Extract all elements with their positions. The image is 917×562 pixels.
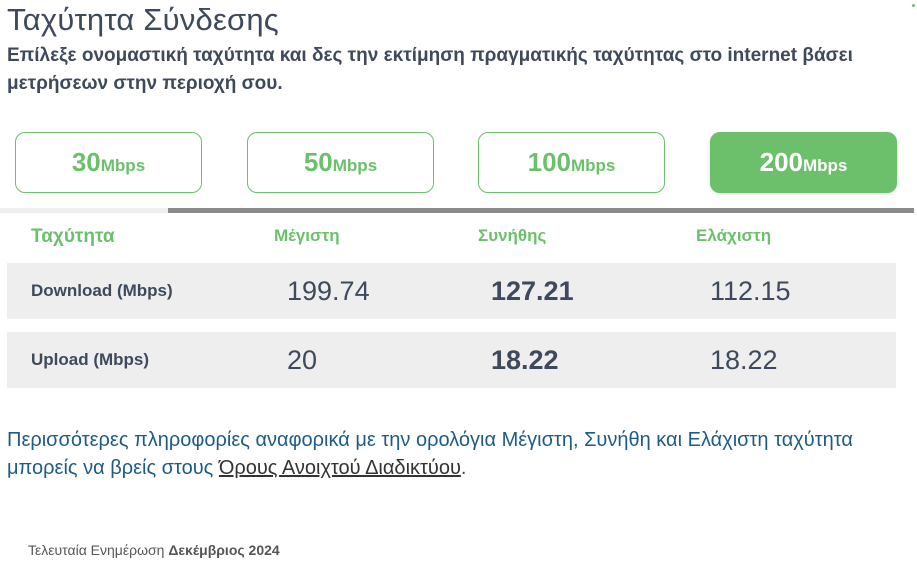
- header-min: Ελάχιστη: [696, 226, 772, 245]
- speed-value: 30: [71, 147, 101, 177]
- speed-unit: Mbps: [803, 155, 848, 175]
- row-label: Download (Mbps): [31, 281, 173, 300]
- header-speed: Ταχύτητα: [31, 226, 115, 247]
- speed-value: 100: [527, 147, 571, 177]
- value-max: 20: [287, 345, 318, 375]
- speed-value: 200: [759, 147, 803, 177]
- speed-option-100[interactable]: 100 Mbps: [478, 132, 665, 193]
- speed-unit: Mbps: [332, 155, 378, 175]
- table-row-download: Download (Mbps) 199.74 127.21 112.15: [7, 263, 896, 319]
- info-body: Περισσότερες πληροφορίες αναφορικά με τη…: [7, 429, 853, 479]
- value-max: 199.74: [287, 276, 370, 306]
- last-update-date: Δεκέμβριος 2024: [168, 542, 280, 558]
- header-usual: Συνήθης: [478, 226, 547, 245]
- value-min: 18.22: [710, 345, 778, 375]
- value-usual: 127.21: [491, 276, 574, 306]
- last-update: Τελευταία Ενημέρωση Δεκέμβριος 2024: [28, 542, 280, 558]
- page-title: Ταχύτητα Σύνδεσης: [7, 2, 279, 37]
- speed-option-30[interactable]: 30 Mbps: [15, 132, 202, 193]
- selection-divider-indicator: [168, 208, 914, 213]
- speed-unit: Mbps: [100, 155, 146, 175]
- speed-option-50[interactable]: 50 Mbps: [247, 132, 434, 193]
- page-subtitle: Επίλεξε ονομαστική ταχύτητα και δες την …: [7, 45, 853, 94]
- value-usual: 18.22: [491, 345, 559, 375]
- info-suffix: .: [460, 457, 467, 479]
- speed-unit: Mbps: [571, 155, 616, 175]
- last-update-label: Τελευταία Ενημέρωση: [28, 542, 165, 558]
- row-label: Upload (Mbps): [31, 350, 150, 369]
- selection-divider-track: [0, 208, 168, 213]
- speed-option-200[interactable]: 200 Mbps: [710, 132, 897, 193]
- info-text: Περισσότερες πληροφορίες αναφορικά με τη…: [7, 426, 887, 482]
- corner-dot-icon: [912, 4, 915, 7]
- value-min: 112.15: [710, 276, 791, 306]
- header-max: Μέγιστη: [274, 226, 340, 245]
- speed-value: 50: [303, 147, 333, 177]
- table-row-upload: Upload (Mbps) 20 18.22 18.22: [7, 332, 896, 388]
- open-internet-terms-link[interactable]: Όρους Ανοιχτού Διαδικτύου: [218, 457, 461, 479]
